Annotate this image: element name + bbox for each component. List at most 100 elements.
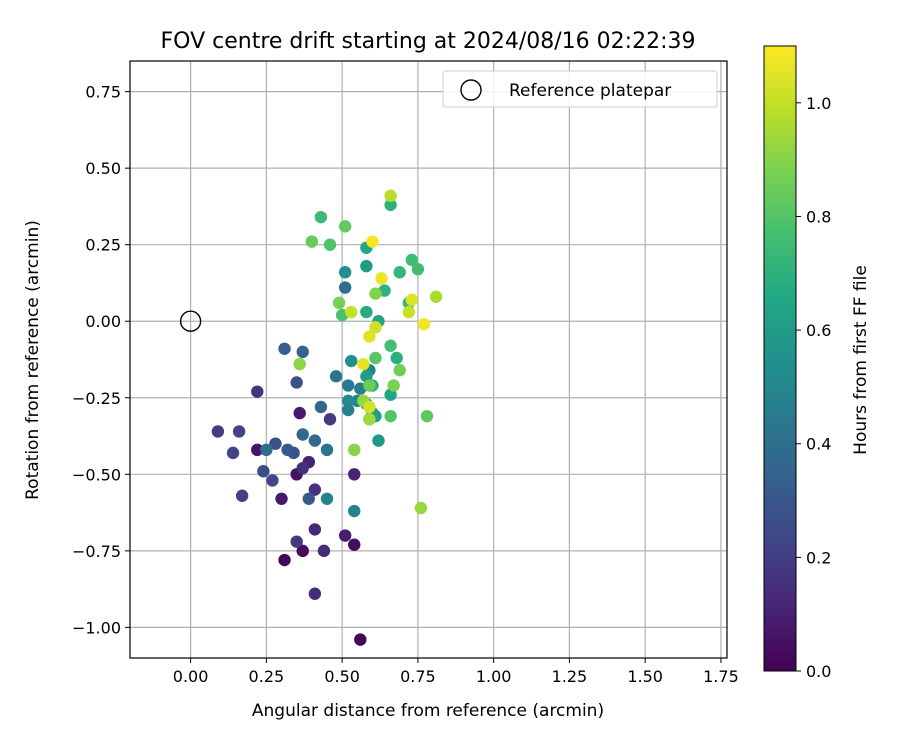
colorbar-gradient bbox=[763, 45, 797, 672]
data-point bbox=[345, 354, 358, 368]
data-point bbox=[369, 351, 382, 365]
legend-label: Reference platepar bbox=[509, 81, 671, 101]
x-tick-label: 0.75 bbox=[400, 667, 436, 686]
data-point bbox=[341, 394, 355, 408]
x-axis-label: Angular distance from reference (arcmin) bbox=[252, 701, 604, 721]
y-tick-label: 0.50 bbox=[85, 159, 121, 178]
data-point bbox=[260, 443, 273, 457]
data-point bbox=[251, 385, 264, 398]
data-point bbox=[393, 266, 406, 279]
colorbar-ticks: 0.0 0.2 0.4 0.6 0.8 1.0 bbox=[796, 94, 831, 681]
data-point bbox=[429, 290, 443, 303]
y-axis-label: Rotation from reference (arcmin) bbox=[23, 220, 43, 500]
reference-marker-group bbox=[179, 310, 202, 332]
data-point bbox=[420, 409, 434, 423]
data-point bbox=[308, 483, 322, 496]
data-point bbox=[317, 544, 331, 558]
x-axis-ticks: 0.00 0.25 0.50 0.75 1.00 1.25 1.50 1.75 bbox=[173, 658, 739, 686]
data-point bbox=[348, 443, 361, 457]
data-point bbox=[232, 425, 246, 438]
data-point bbox=[384, 189, 397, 202]
data-point bbox=[360, 305, 373, 319]
data-point bbox=[366, 235, 379, 248]
data-point bbox=[405, 253, 419, 267]
data-point bbox=[275, 492, 288, 505]
data-point bbox=[405, 293, 419, 306]
x-tick-label: 0.25 bbox=[249, 667, 285, 686]
data-point bbox=[384, 198, 397, 212]
data-point bbox=[226, 446, 240, 460]
x-tick-label: 1.50 bbox=[627, 667, 663, 686]
data-point bbox=[363, 400, 376, 414]
data-point bbox=[338, 220, 352, 233]
colorbar-label: Hours from first FF file bbox=[851, 265, 871, 455]
colorbar-tick-label: 1.0 bbox=[806, 94, 831, 113]
colorbar: 0.0 0.2 0.4 0.6 0.8 1.0 Hours from first FF f… bbox=[763, 45, 871, 681]
x-tick-label: 0.00 bbox=[173, 667, 209, 686]
data-point bbox=[338, 281, 352, 294]
data-point bbox=[320, 443, 334, 457]
data-point bbox=[302, 492, 315, 505]
data-point bbox=[393, 364, 406, 377]
data-point bbox=[348, 504, 361, 518]
data-point bbox=[372, 434, 385, 447]
data-point bbox=[296, 544, 309, 558]
data-point bbox=[278, 342, 291, 355]
data-point bbox=[387, 379, 400, 392]
data-point bbox=[402, 305, 416, 319]
data-point bbox=[375, 272, 388, 285]
data-point bbox=[338, 529, 352, 542]
chart-title: FOV centre drift starting at 2024/08/16 … bbox=[161, 29, 696, 54]
x-tick-label: 1.25 bbox=[552, 667, 588, 686]
reference-marker bbox=[179, 310, 202, 332]
data-point bbox=[417, 318, 431, 331]
x-tick-label: 1.00 bbox=[476, 667, 512, 686]
data-point bbox=[384, 409, 397, 423]
data-point bbox=[363, 379, 376, 392]
data-point bbox=[308, 434, 322, 447]
y-tick-label: −1.00 bbox=[72, 618, 121, 637]
x-tick-label: 1.75 bbox=[703, 667, 739, 686]
data-point bbox=[251, 443, 264, 457]
data-point bbox=[290, 376, 303, 389]
data-point bbox=[360, 259, 373, 273]
data-point bbox=[266, 474, 279, 487]
data-point bbox=[369, 287, 382, 300]
data-point bbox=[384, 339, 397, 352]
data-point bbox=[354, 633, 367, 646]
plot-frame bbox=[129, 60, 728, 659]
data-point bbox=[308, 587, 322, 600]
data-point bbox=[296, 428, 309, 441]
data-point bbox=[211, 425, 225, 438]
legend-reference-marker bbox=[460, 79, 482, 101]
data-point bbox=[348, 538, 361, 551]
data-point bbox=[278, 553, 291, 567]
data-point bbox=[323, 413, 337, 426]
y-tick-label: 0.75 bbox=[85, 83, 121, 102]
data-point bbox=[357, 357, 370, 371]
data-point bbox=[308, 523, 322, 536]
data-point bbox=[338, 266, 352, 279]
data-point bbox=[235, 489, 249, 502]
grid-lines bbox=[130, 61, 727, 658]
data-point bbox=[348, 468, 361, 481]
data-point bbox=[290, 535, 303, 548]
data-point bbox=[332, 296, 346, 310]
x-tick-label: 0.50 bbox=[324, 667, 360, 686]
colorbar-tick-label: 0.4 bbox=[806, 435, 831, 454]
legend-box bbox=[442, 70, 718, 108]
data-point bbox=[281, 443, 294, 457]
data-point bbox=[314, 400, 328, 414]
colorbar-tick-label: 0.6 bbox=[806, 321, 831, 340]
y-axis-ticks: 0.75 0.50 0.25 0.00 −0.25 −0.50 −0.75 −1.00 bbox=[72, 83, 130, 637]
data-point bbox=[305, 235, 319, 248]
colorbar-tick-label: 0.8 bbox=[806, 207, 831, 226]
data-point bbox=[257, 465, 270, 478]
data-point bbox=[296, 461, 309, 475]
data-point bbox=[341, 403, 355, 417]
data-point bbox=[341, 379, 355, 392]
data-point bbox=[411, 262, 425, 276]
legend: Reference platepar bbox=[442, 70, 718, 108]
